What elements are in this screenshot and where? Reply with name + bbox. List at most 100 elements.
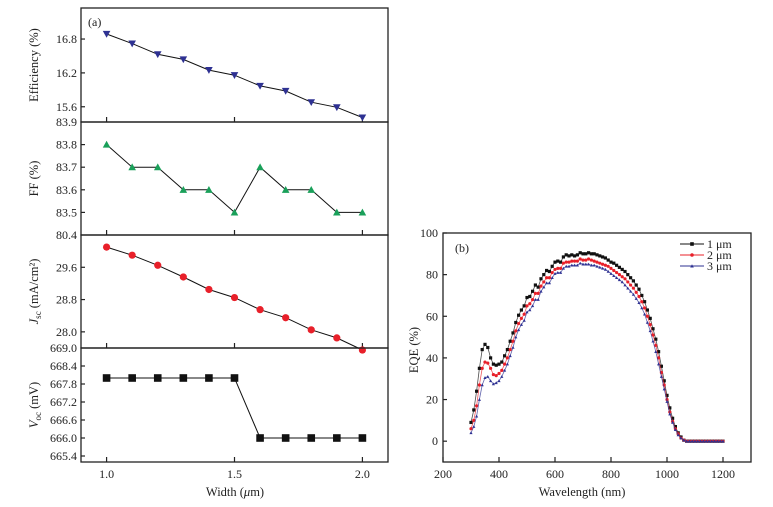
eqe-series-3-point bbox=[517, 328, 521, 332]
eqe-series-3-point bbox=[472, 425, 476, 428]
eqe-series-1-point bbox=[550, 264, 554, 268]
efficiency-data-point bbox=[281, 87, 290, 95]
voc-data-point bbox=[205, 374, 213, 382]
eqe-series-1-point bbox=[542, 273, 546, 277]
eqe-series-2-point bbox=[503, 362, 507, 366]
eqe-series-2-point bbox=[477, 383, 481, 387]
eqe-series-1-point bbox=[517, 313, 521, 317]
eqe-series-1-point bbox=[533, 283, 537, 287]
jsc-top-tick-label: 80.4 bbox=[56, 228, 77, 242]
ff-ytick-label: 83.6 bbox=[56, 183, 77, 197]
eqe-series-2-point bbox=[545, 276, 549, 280]
efficiency-data-point bbox=[230, 72, 239, 79]
voc-ytick-label: 666.0 bbox=[50, 431, 77, 445]
eqe-series-3-point bbox=[578, 261, 582, 265]
jsc-ytick-label: 28.8 bbox=[56, 293, 77, 307]
eqe-series-1-point bbox=[522, 304, 526, 308]
eqe-series-2-point bbox=[609, 266, 613, 270]
eqe-series-2-point bbox=[587, 257, 591, 261]
eqe-series-2-point bbox=[483, 360, 487, 364]
eqe-series-2-point bbox=[497, 371, 501, 376]
eqe-series-2-point bbox=[581, 258, 585, 262]
eqe-series-1-point bbox=[494, 363, 498, 367]
eqe-series-3-point bbox=[662, 387, 666, 391]
eqe-series-1-point bbox=[486, 345, 490, 350]
eqe-series-2-point bbox=[519, 316, 524, 320]
eqe-series-1 bbox=[469, 251, 725, 443]
eqe-series-1-point bbox=[528, 294, 532, 299]
voc-data-point bbox=[307, 434, 316, 442]
eqe-series-3-point bbox=[522, 318, 526, 322]
eqe-series-2-point bbox=[603, 263, 608, 267]
eqe-series-3-point bbox=[721, 439, 725, 443]
legend-item: 1 μm bbox=[680, 237, 732, 251]
eqe-series-3-point bbox=[699, 439, 703, 443]
eqe-series-1-point bbox=[584, 252, 588, 256]
eqe-series-2-point bbox=[472, 418, 476, 422]
eqe-series-2-point bbox=[573, 259, 577, 263]
subplot-ff: 83.5 83.6 83.7 83.8 83.9 FF (%) bbox=[27, 115, 389, 236]
ff-data-point bbox=[281, 186, 290, 193]
eqe-series-1-point bbox=[598, 254, 602, 258]
eqe-series-3-point bbox=[685, 439, 689, 443]
eqe-series-2-point bbox=[559, 266, 563, 270]
eqe-ytick-label: 0 bbox=[432, 434, 438, 448]
eqe-ytick-label: 20 bbox=[426, 393, 438, 407]
voc-y-axis-title: Voc (mV) bbox=[27, 382, 43, 428]
eqe-series-1-point bbox=[615, 263, 619, 267]
eqe-xtick-label: 200 bbox=[434, 467, 452, 481]
jsc-y-axis-title: Jsc (mA/cm²) bbox=[27, 259, 43, 325]
eqe-series-1-point bbox=[651, 327, 655, 331]
eqe-series-3-point bbox=[475, 414, 479, 418]
eqe-series-2-point bbox=[631, 286, 636, 290]
eqe-series-3-point bbox=[704, 439, 708, 443]
panel-a-xtick-label: 1.0 bbox=[99, 467, 114, 481]
eqe-series-2-point bbox=[637, 294, 641, 299]
eqe-series-2-point bbox=[561, 261, 566, 265]
eqe-series-2-point bbox=[556, 266, 560, 270]
eqe-series-2-point bbox=[617, 273, 622, 277]
eqe-series-1-point bbox=[643, 300, 647, 304]
jsc-data-point bbox=[282, 314, 290, 322]
eqe-series-2-point bbox=[547, 276, 552, 280]
eqe-series-2-point bbox=[522, 312, 526, 316]
eqe-series-3-point bbox=[561, 266, 565, 270]
eqe-series-3-point bbox=[606, 269, 610, 273]
eqe-series-1-point bbox=[567, 254, 571, 258]
eqe-series-2-point bbox=[623, 277, 627, 281]
voc-ytick-label: 667.2 bbox=[50, 395, 77, 409]
eqe-series-2-point bbox=[475, 404, 479, 408]
eqe-series-3-point bbox=[612, 274, 616, 277]
eqe-series-2-point bbox=[491, 372, 495, 377]
eqe-series-1-point bbox=[559, 260, 563, 264]
eqe-series-3-point bbox=[477, 397, 481, 401]
eqe-series-3-point bbox=[556, 270, 560, 274]
eqe-series-3-point bbox=[634, 296, 638, 300]
y-axis-title-subscript: sc bbox=[33, 311, 43, 319]
efficiency-data-point bbox=[333, 104, 341, 112]
eqe-series-1-point bbox=[609, 260, 613, 264]
eqe-series-3-point bbox=[514, 335, 518, 339]
legend-label: 2 μm bbox=[707, 248, 732, 262]
eqe-series-1-point bbox=[623, 269, 627, 274]
efficiency-data-point bbox=[205, 67, 213, 74]
eqe-series-1-point bbox=[497, 362, 501, 366]
eqe-series-3-point bbox=[542, 285, 546, 289]
voc-data-point bbox=[128, 374, 136, 382]
panel-b-x-axis-title: Wavelength (nm) bbox=[539, 485, 626, 499]
eqe-series-1-point bbox=[475, 389, 479, 393]
eqe-series-1-point bbox=[500, 360, 504, 364]
eqe-series-2-point bbox=[553, 267, 557, 272]
eqe-series-3-line bbox=[470, 262, 723, 442]
eqe-series-2-point bbox=[517, 321, 521, 326]
eqe-series-1-line bbox=[470, 252, 723, 442]
eqe-series-3-point bbox=[623, 283, 627, 287]
eqe-series-2-point bbox=[531, 298, 535, 302]
eqe-series-3-point bbox=[631, 292, 635, 296]
ff-data-point bbox=[179, 186, 188, 193]
eqe-series-1-point bbox=[648, 316, 652, 320]
y-axis-title-symbol: V bbox=[27, 419, 41, 428]
legend-marker bbox=[690, 264, 694, 268]
legend-item: 3 μm bbox=[680, 259, 732, 273]
eqe-series-2-point bbox=[629, 283, 633, 287]
